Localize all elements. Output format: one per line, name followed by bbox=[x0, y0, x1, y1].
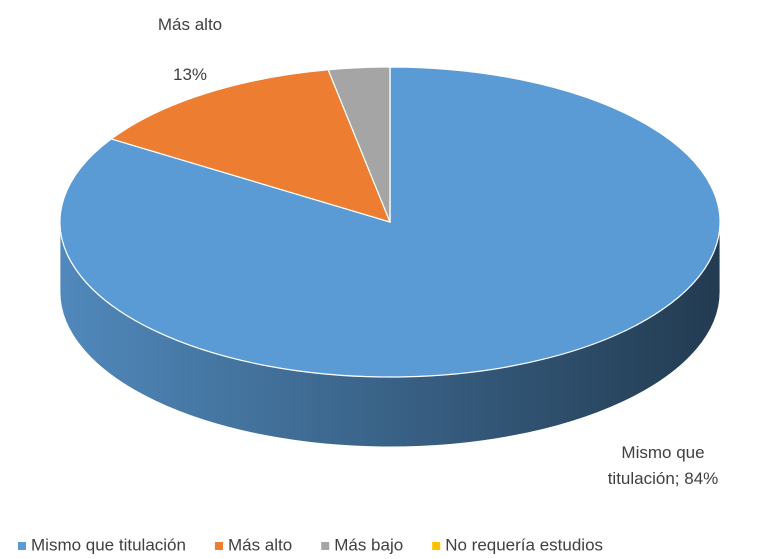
legend-swatch bbox=[321, 542, 330, 550]
legend-label: Mismo que titulación bbox=[31, 535, 186, 554]
legend-swatch bbox=[18, 542, 26, 550]
legend-swatch bbox=[214, 542, 223, 550]
slice-value-label: Mismo que titulación; 84% bbox=[607, 443, 719, 488]
legend-label: Más bajo bbox=[334, 535, 403, 554]
slice bbox=[110, 69, 392, 223]
slice-category-label: Más alto bbox=[157, 15, 223, 34]
legend-label: Más alto bbox=[228, 535, 292, 554]
slice-value-label: 13% bbox=[172, 65, 208, 84]
legend-swatch bbox=[432, 542, 441, 550]
legend-label: No requería estudios bbox=[445, 535, 603, 554]
